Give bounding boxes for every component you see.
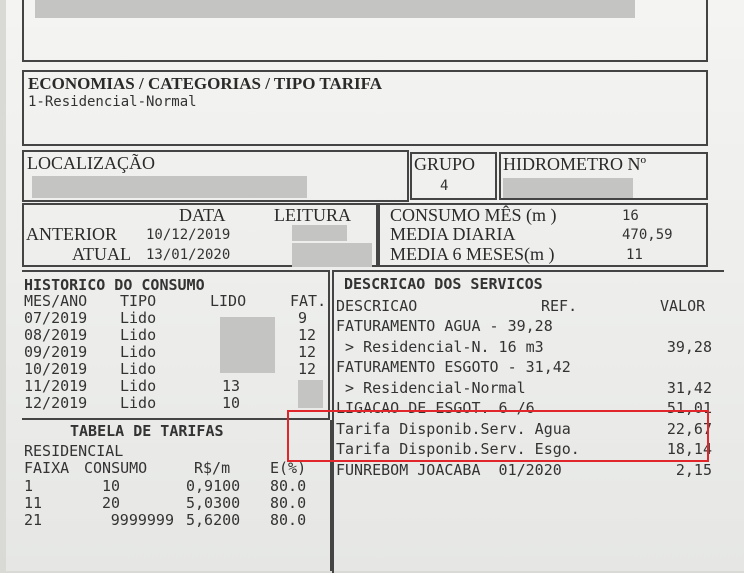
media-6-meses-label: MEDIA 6 MESES(m ) xyxy=(390,244,555,264)
tarifas-header-e: E(%) xyxy=(270,459,307,477)
historico-cell: 07/2019 xyxy=(24,309,88,327)
redacted-atual xyxy=(292,243,372,267)
historico-cell: 12/2019 xyxy=(24,394,88,412)
historico-cell: 12 xyxy=(298,326,317,344)
localizacao-title: LOCALIZAÇÃO xyxy=(27,153,155,173)
grupo-box: GRUPO 4 xyxy=(410,152,497,200)
servico-descricao: FATURAMENTO AGUA - 39,28 xyxy=(336,317,553,335)
leitura-label: LEITURA xyxy=(274,205,351,225)
tarifas-category: RESIDENCIAL xyxy=(24,442,124,460)
historico-cell: 11/2019 xyxy=(24,377,88,395)
historico-cell: 9 xyxy=(298,309,308,327)
servicos-section: DESCRICAO DOS SERVICOS DESCRICAO REF. VA… xyxy=(332,270,724,573)
bill-paper xyxy=(6,0,744,571)
historico-box: HISTORICO DO CONSUMO MES/ANO TIPO LIDO F… xyxy=(22,270,330,420)
servicos-header-ref: REF. xyxy=(541,297,578,315)
historico-cell: Lido xyxy=(120,326,157,344)
economias-box: ECONOMIAS / CATEGORIAS / TIPO TARIFA 1-R… xyxy=(22,70,708,146)
tarifas-cell: 21 xyxy=(24,511,43,529)
servico-valor: 51,01 xyxy=(666,399,712,417)
historico-cell: 12 xyxy=(298,343,317,361)
servico-valor: 39,28 xyxy=(666,337,712,356)
servico-descricao: > Residencial-Normal xyxy=(336,378,526,397)
highlight-box xyxy=(287,410,709,462)
redacted-anterior xyxy=(292,225,347,241)
atual-data: 13/01/2020 xyxy=(146,247,231,263)
historico-header-mes: MES/ANO xyxy=(24,292,88,310)
historico-cell: Lido xyxy=(120,360,157,378)
hidrometro-box: HIDROMETRO Nº xyxy=(499,152,708,200)
economias-title: ECONOMIAS / CATEGORIAS / TIPO TARIFA xyxy=(28,74,383,93)
historico-cell: 13 xyxy=(222,377,241,395)
historico-cell: 08/2019 xyxy=(24,326,88,344)
servico-valor: 31,42 xyxy=(666,378,712,397)
media-diaria-label: MEDIA DIARIA xyxy=(390,224,516,244)
redacted-hidrometro xyxy=(503,178,633,198)
servico-valor: 2,15 xyxy=(675,460,712,479)
servico-valor: 22,67 xyxy=(666,419,712,438)
consumo-mes-value: 16 xyxy=(622,208,639,224)
historico-header-tipo: TIPO xyxy=(120,292,157,310)
tarifas-cell: 80.0 xyxy=(270,477,307,495)
historico-header-lido: LIDO xyxy=(210,292,247,310)
historico-cell: 09/2019 xyxy=(24,343,88,361)
servico-descricao: > Residencial-N. 16 m3 xyxy=(336,337,544,356)
redacted-address xyxy=(32,176,307,198)
servico-descricao: Tarifa Disponib.Serv. Agua xyxy=(336,419,571,438)
atual-label: ATUAL xyxy=(72,244,131,264)
tarifas-cell: 1 xyxy=(24,477,34,495)
tarifas-cell: 9999999 xyxy=(110,511,174,529)
leitura-box: DATA LEITURA ANTERIOR 10/12/2019 ATUAL 1… xyxy=(22,203,378,267)
tarifas-cell: 11 xyxy=(24,494,43,512)
redacted-lido xyxy=(220,317,275,373)
hidrometro-title: HIDROMETRO Nº xyxy=(503,154,647,174)
header-box xyxy=(22,0,708,62)
historico-cell: Lido xyxy=(120,343,157,361)
servico-descricao: FATURAMENTO ESGOTO - 31,42 xyxy=(336,358,571,376)
data-label: DATA xyxy=(179,205,226,225)
servico-valor: 18,14 xyxy=(666,440,712,458)
tarifas-cell: 0,9100 xyxy=(186,477,241,495)
historico-cell: Lido xyxy=(120,394,157,412)
historico-cell: 10/2019 xyxy=(24,360,88,378)
historico-cell: 12 xyxy=(298,360,317,378)
media-diaria-value: 470,59 xyxy=(622,227,673,243)
servicos-header-valor: VALOR xyxy=(660,297,706,315)
tarifas-cell: 5,6200 xyxy=(186,511,241,529)
tarifas-header-faixa: FAIXA xyxy=(24,459,70,477)
servico-descricao: LIGACAO DE ESGOT. 6 /6 xyxy=(336,399,535,417)
servicos-header-descricao: DESCRICAO xyxy=(336,297,418,315)
economias-value: 1-Residencial-Normal xyxy=(28,94,197,110)
anterior-label: ANTERIOR xyxy=(26,224,117,244)
tarifas-header-consumo: CONSUMO xyxy=(84,459,148,477)
historico-cell: 10 xyxy=(222,394,241,412)
tarifas-cell: 80.0 xyxy=(270,494,307,512)
redacted-header xyxy=(35,0,635,18)
historico-cell: Lido xyxy=(120,309,157,327)
servico-descricao: FUNREBOM JOACABA 01/2020 xyxy=(336,460,562,479)
grupo-value: 4 xyxy=(440,178,449,194)
historico-cell: Lido xyxy=(120,377,157,395)
servico-descricao: Tarifa Disponib.Serv. Esgo. xyxy=(336,440,580,458)
media-6-meses-value: 11 xyxy=(626,247,643,263)
redacted-fat xyxy=(298,380,323,408)
servicos-title: DESCRICAO DOS SERVICOS xyxy=(344,275,543,293)
localizacao-box: LOCALIZAÇÃO xyxy=(22,150,409,202)
tarifas-cell: 20 xyxy=(101,494,120,512)
consumo-box: CONSUMO MÊS (m ) 16 MEDIA DIARIA 470,59 … xyxy=(378,203,708,267)
tarifas-cell: 80.0 xyxy=(270,511,307,529)
tarifas-cell: 10 xyxy=(101,477,120,495)
anterior-data: 10/12/2019 xyxy=(146,227,231,243)
tarifas-header-rs: R$/m xyxy=(194,459,231,477)
tarifas-cell: 5,0300 xyxy=(186,494,241,512)
tarifas-title: TABELA DE TARIFAS xyxy=(70,422,224,440)
grupo-title: GRUPO xyxy=(414,154,476,174)
consumo-mes-label: CONSUMO MÊS (m ) xyxy=(390,205,557,225)
historico-header-fat: FAT. xyxy=(290,292,327,310)
tarifas-section: TABELA DE TARIFAS RESIDENCIAL FAIXA CONS… xyxy=(22,420,332,571)
historico-title: HISTORICO DO CONSUMO xyxy=(24,276,205,294)
